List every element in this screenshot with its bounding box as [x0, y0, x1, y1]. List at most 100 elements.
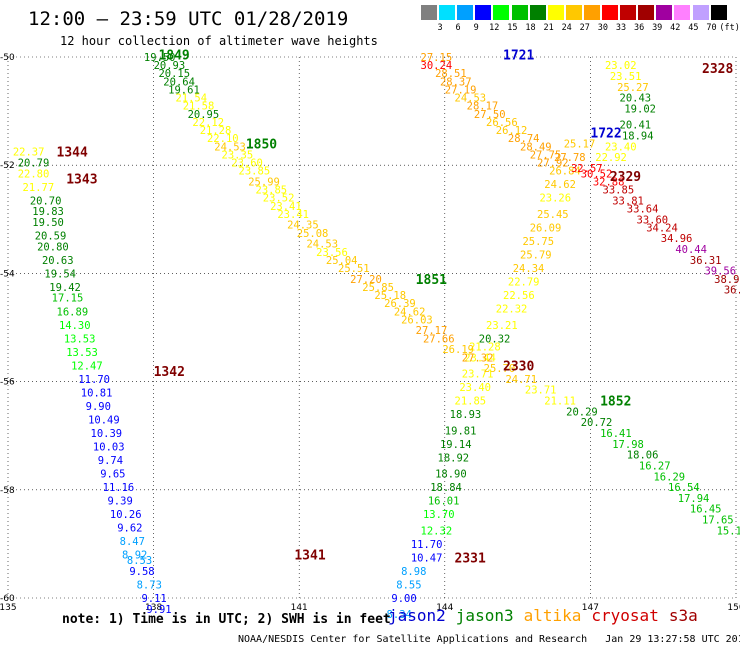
wave-height-point: 33.81	[612, 195, 644, 207]
wave-height-point: 9.39	[107, 496, 132, 508]
wave-height-point: 25.70	[484, 363, 516, 375]
wave-height-point: 33.64	[627, 203, 659, 215]
wave-height-point: 8.73	[137, 579, 162, 591]
wave-height-point: 21.77	[23, 182, 55, 194]
legend-item: jason3	[455, 606, 514, 625]
color-swatch	[565, 5, 582, 20]
wave-height-point: 28.74	[508, 133, 540, 145]
wave-height-point: 28.37	[440, 76, 472, 88]
wave-height-point: 25.18	[374, 290, 406, 302]
color-scale-tick: 18	[525, 23, 536, 33]
wave-height-point: 9.91	[146, 604, 171, 616]
wave-height-point: 17.65	[702, 515, 734, 527]
wave-height-point: 20.93	[154, 60, 186, 72]
wave-height-point: 24.53	[455, 93, 487, 105]
wave-height-point: 19.54	[44, 268, 76, 280]
wave-height-point: 12.47	[71, 360, 103, 372]
wave-height-point: 28.17	[467, 101, 499, 113]
color-scale-tick: 24	[561, 23, 572, 33]
pass-number-label: 1722	[590, 127, 621, 142]
pass-number-label: 1341	[294, 549, 325, 564]
wave-height-point: 26.03	[401, 314, 433, 326]
wave-height-point: 20.29	[566, 406, 598, 418]
legend-item: altika	[523, 606, 582, 625]
color-scale-tick: 27	[579, 23, 590, 33]
wave-height-point: 21.58	[183, 101, 215, 113]
lat-tick-label: -52	[0, 161, 15, 171]
color-swatch	[439, 5, 456, 20]
wave-height-point: 23.56	[316, 247, 348, 259]
color-swatch	[421, 5, 437, 20]
pass-number-label: 2330	[503, 359, 534, 374]
color-scale-tick: 21	[543, 23, 554, 33]
wave-height-point: 8.92	[122, 550, 147, 562]
wave-height-point: 20.59	[35, 231, 67, 243]
legend-item: jason2	[388, 606, 446, 625]
wave-height-point: 30.24	[421, 60, 453, 72]
wave-height-point: 21.11	[544, 396, 576, 408]
wave-height-point: 21.85	[455, 396, 487, 408]
wave-height-point: 16.01	[428, 496, 460, 508]
wave-height-point: 32.57	[571, 163, 603, 175]
wave-height-point: 23.71	[525, 385, 557, 397]
lat-tick-label: -58	[0, 486, 15, 496]
wave-height-point: 23.44	[464, 352, 496, 364]
wave-height-point: 18.84	[430, 482, 462, 494]
wave-height-point: 27.75	[530, 149, 562, 161]
wave-height-point: 22.80	[18, 168, 50, 180]
wave-height-point: 18.94	[622, 130, 654, 142]
wave-height-point: 13.53	[66, 347, 98, 359]
wave-height-point: 27.66	[423, 333, 455, 345]
wave-height-point: 27.32	[462, 352, 494, 364]
wave-height-point: 20.41	[620, 120, 652, 132]
wave-height-point: 24.62	[394, 306, 426, 318]
legend-item: cryosat	[591, 606, 659, 625]
wave-height-point: 23.21	[486, 320, 518, 332]
wave-height-point: 32.88	[593, 176, 625, 188]
wave-height-point: 9.74	[98, 455, 123, 467]
color-scale-tick: (ft)	[719, 23, 740, 33]
color-scale-tick: 6	[455, 23, 461, 33]
pass-number-label: 1342	[154, 365, 185, 380]
wave-height-point: 16.45	[690, 504, 722, 516]
wave-height-point: 26.56	[486, 117, 518, 129]
wave-height-point: 22.92	[595, 152, 627, 164]
color-scale-tick: 3	[437, 23, 443, 33]
wave-height-point: 33.85	[603, 185, 635, 197]
wave-height-point: 25.51	[338, 263, 370, 275]
lon-tick-label: 138	[145, 603, 162, 613]
wave-height-point: 9.11	[141, 593, 166, 605]
wave-height-point: 23.35	[222, 149, 254, 161]
wave-height-point: 18.06	[627, 450, 659, 462]
wave-height-point: 8.98	[401, 566, 426, 578]
wave-height-point: 39.56	[704, 266, 736, 278]
wave-height-point: 34.96	[661, 233, 693, 245]
wave-height-point: 23.71	[462, 368, 494, 380]
wave-height-point: 28.49	[520, 141, 552, 153]
wave-height-point: 20.63	[42, 255, 74, 267]
wave-height-point: 25.17	[564, 139, 596, 151]
wave-height-point: 16.54	[668, 482, 700, 494]
wave-height-point: 36.31	[690, 255, 722, 267]
wave-height-point: 16.41	[600, 428, 632, 440]
wave-height-point: 13.70	[423, 509, 455, 521]
color-scale-tick: 15	[507, 23, 518, 33]
wave-height-point: 8.53	[127, 555, 152, 567]
wave-height-point: 33.60	[637, 214, 669, 226]
wave-height-point: 9.90	[86, 401, 111, 413]
pass-number-label: 1721	[503, 48, 534, 63]
wave-height-point: 26.12	[496, 125, 528, 137]
wave-height-point: 19.50	[144, 52, 176, 64]
wave-height-point: 20.70	[30, 195, 62, 207]
wave-height-point: 12.32	[421, 525, 453, 537]
pass-number-label: 1851	[416, 273, 447, 288]
wave-height-point: 23.02	[605, 60, 637, 72]
wave-height-point: 11.70	[78, 374, 110, 386]
wave-height-point: 20.64	[163, 76, 195, 88]
wave-height-point: 27.19	[445, 84, 477, 96]
wave-height-point: 16.27	[639, 460, 671, 472]
wave-height-point: 36.3	[724, 285, 740, 297]
lat-lon-grid	[7, 56, 737, 599]
wave-height-point: 25.79	[520, 249, 552, 261]
